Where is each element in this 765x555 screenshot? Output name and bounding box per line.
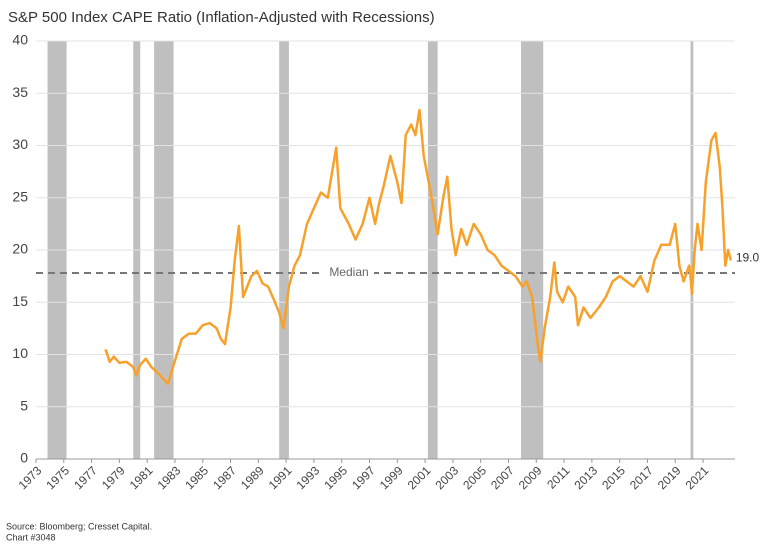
- x-tick-label: 1995: [321, 463, 350, 492]
- x-tick-label: 1981: [127, 463, 156, 492]
- median-label: Median: [329, 265, 368, 279]
- x-tick-label: 1979: [99, 463, 128, 492]
- x-tick-label: 1977: [71, 463, 100, 492]
- x-tick-label: 2007: [488, 463, 517, 492]
- x-tick-label: 1997: [349, 463, 378, 492]
- y-tick-label: 35: [12, 84, 28, 100]
- y-tick-label: 5: [20, 397, 28, 413]
- median-label-bg: [324, 264, 374, 281]
- x-tick-label: 1999: [377, 463, 406, 492]
- x-tick-label: 2017: [627, 463, 656, 492]
- chart-note: Chart #3048: [6, 532, 56, 542]
- x-tick-label: 1989: [238, 463, 267, 492]
- x-tick-label: 1991: [266, 463, 295, 492]
- x-tick-label: 1973: [16, 463, 45, 492]
- x-tick-label: 2013: [571, 463, 600, 492]
- y-tick-label: 30: [12, 136, 28, 152]
- y-tick-label: 20: [12, 241, 28, 257]
- cape-line: [104, 108, 733, 386]
- x-tick-label: 2019: [655, 463, 684, 492]
- y-tick-label: 40: [12, 32, 28, 48]
- y-tick-label: 0: [20, 450, 28, 466]
- x-tick-label: 1985: [182, 463, 211, 492]
- x-tick-label: 1987: [210, 463, 239, 492]
- x-tick-label: 2003: [432, 463, 461, 492]
- x-tick-label: 1993: [294, 463, 323, 492]
- y-tick-label: 25: [12, 188, 28, 204]
- chart-title: S&P 500 Index CAPE Ratio (Inflation-Adju…: [8, 9, 435, 26]
- value-label: 19.0: [736, 251, 760, 265]
- y-tick-label: 10: [12, 345, 28, 361]
- source: Source: Bloomberg; Cresset Capital.: [6, 521, 152, 531]
- x-tick-label: 2015: [599, 463, 628, 492]
- y-tick-label: 15: [12, 293, 28, 309]
- x-tick-label: 2011: [544, 463, 572, 491]
- x-tick-label: 2009: [516, 463, 545, 492]
- x-tick-label: 1975: [43, 463, 72, 492]
- x-tick-label: 2001: [405, 463, 434, 492]
- x-tick-label: 1983: [155, 463, 184, 492]
- x-tick-label: 2021: [683, 463, 712, 492]
- x-tick-label: 2005: [460, 463, 489, 492]
